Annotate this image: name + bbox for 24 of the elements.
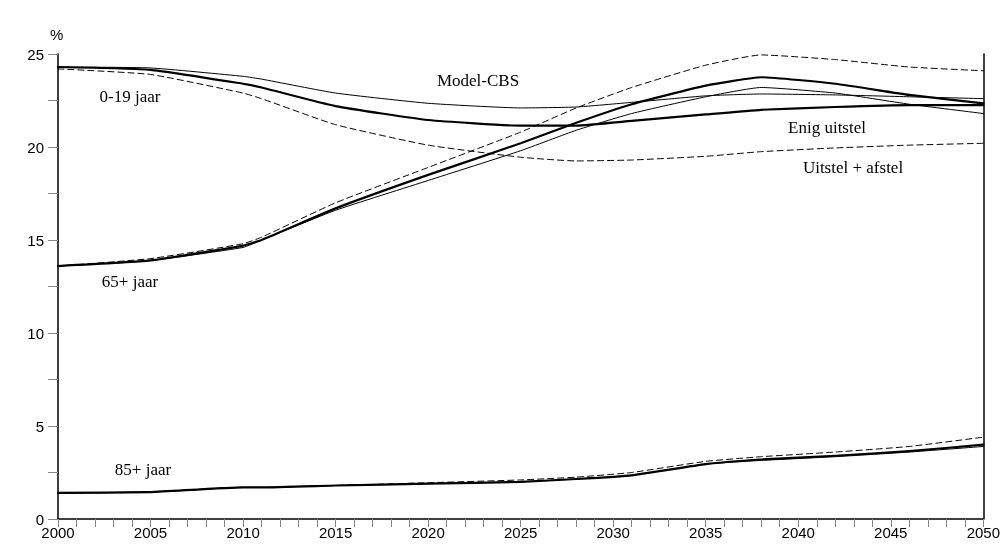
x-tick-label: 2010	[226, 524, 260, 541]
annotation: 85+ jaar	[114, 459, 172, 479]
x-tick-label: 2035	[689, 524, 723, 541]
annotation: 65+ jaar	[101, 271, 159, 291]
annotation: 0-19 jaar	[99, 86, 161, 106]
annotation: Enig uitstel	[788, 117, 867, 137]
y-tick-label: 25	[27, 45, 44, 63]
x-tick-label: 2005	[133, 524, 168, 541]
x-tick-label: 2040	[781, 524, 815, 541]
x-tick-label: 2045	[874, 524, 908, 541]
annotation: Model-CBS	[436, 70, 520, 90]
annotation: Uitstel + afstel	[802, 157, 904, 177]
y-tick-label: 5	[35, 417, 44, 435]
y-tick-label: 15	[27, 231, 44, 249]
y-tick-label: 10	[27, 324, 44, 342]
y-axis-title: %	[50, 26, 64, 43]
x-tick-label: 2000	[41, 524, 75, 541]
x-tick-label: 2030	[596, 524, 630, 541]
x-tick-label: 2050	[966, 524, 1000, 541]
x-tick-label: 2015	[318, 524, 353, 541]
x-tick-label: 2020	[411, 524, 445, 541]
y-tick-label: 20	[27, 138, 44, 156]
x-tick-label: 2025	[503, 524, 538, 541]
y-tick-label: 0	[35, 510, 44, 528]
